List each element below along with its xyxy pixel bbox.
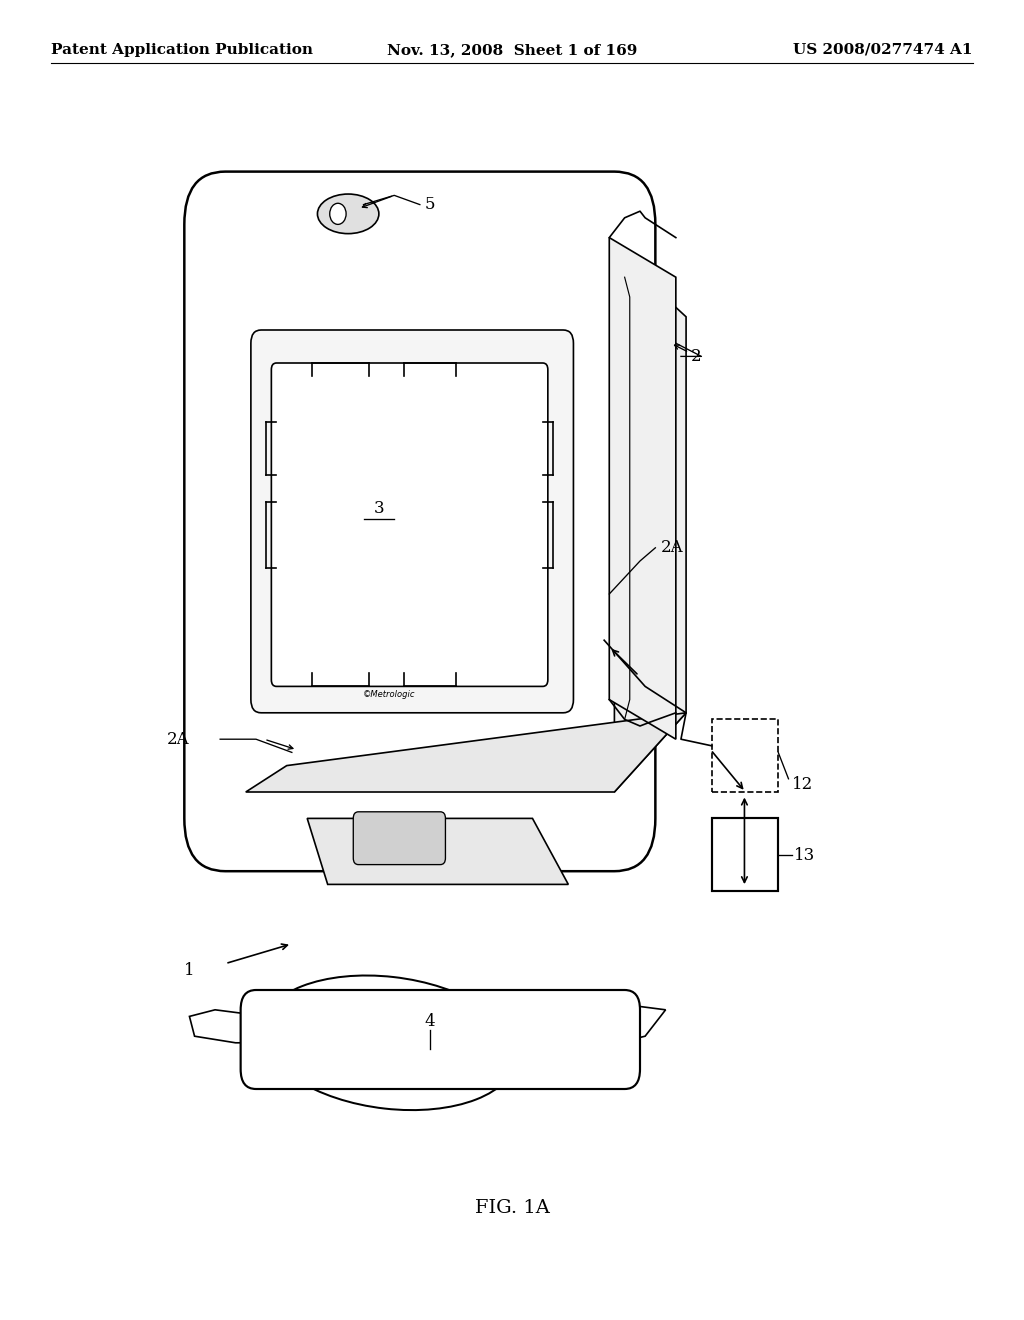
Text: 13: 13 bbox=[794, 847, 815, 863]
Polygon shape bbox=[189, 1010, 266, 1043]
FancyBboxPatch shape bbox=[712, 719, 778, 792]
Text: 3: 3 bbox=[374, 500, 384, 516]
Polygon shape bbox=[614, 251, 686, 792]
FancyBboxPatch shape bbox=[251, 330, 573, 713]
FancyBboxPatch shape bbox=[241, 990, 640, 1089]
Text: Nov. 13, 2008  Sheet 1 of 169: Nov. 13, 2008 Sheet 1 of 169 bbox=[387, 42, 637, 57]
Polygon shape bbox=[609, 238, 676, 739]
Text: 12: 12 bbox=[792, 776, 813, 792]
Ellipse shape bbox=[261, 975, 517, 1110]
Polygon shape bbox=[246, 713, 686, 792]
Polygon shape bbox=[307, 818, 568, 884]
Text: Patent Application Publication: Patent Application Publication bbox=[51, 42, 313, 57]
FancyBboxPatch shape bbox=[271, 363, 548, 686]
Text: 2: 2 bbox=[691, 348, 701, 364]
Text: ©Metrologic: ©Metrologic bbox=[362, 690, 416, 698]
Circle shape bbox=[330, 203, 346, 224]
Text: 5: 5 bbox=[425, 197, 435, 213]
Text: 2A: 2A bbox=[167, 731, 189, 747]
Text: US 2008/0277474 A1: US 2008/0277474 A1 bbox=[794, 42, 973, 57]
FancyBboxPatch shape bbox=[712, 818, 778, 891]
FancyBboxPatch shape bbox=[184, 172, 655, 871]
Text: 2A: 2A bbox=[660, 540, 683, 556]
Text: 1: 1 bbox=[184, 962, 195, 978]
Ellipse shape bbox=[616, 301, 664, 374]
Ellipse shape bbox=[317, 194, 379, 234]
Ellipse shape bbox=[624, 310, 656, 363]
FancyBboxPatch shape bbox=[353, 812, 445, 865]
Polygon shape bbox=[440, 997, 666, 1056]
Text: 4: 4 bbox=[425, 1012, 435, 1030]
Text: FIG. 1A: FIG. 1A bbox=[474, 1199, 550, 1217]
